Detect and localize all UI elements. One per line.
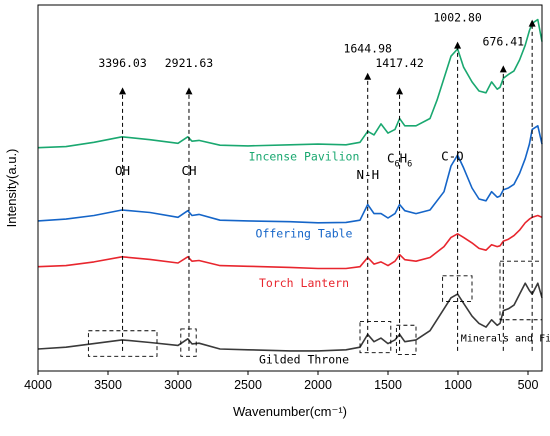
highlight-box (87, 330, 158, 357)
highlight-box (180, 328, 197, 357)
c6h6-part: C (387, 150, 395, 165)
peak-arrowhead (364, 72, 372, 80)
peak-label: 1002.80 (433, 10, 482, 24)
highlight-box (395, 324, 417, 355)
peak-label: 1417.42 (375, 56, 423, 70)
peak-label: 1644.98 (343, 42, 392, 56)
peak-arrowhead (185, 87, 193, 95)
c6h6-part: 6 (394, 159, 399, 169)
x-tick-label: 500 (518, 378, 539, 392)
x-tick-label: 1000 (444, 378, 472, 392)
plot-frame (37, 4, 543, 372)
x-tick-label: 3000 (164, 378, 192, 392)
peak-label: 470.32 (511, 0, 550, 3)
highlight-box (359, 321, 392, 354)
peak-arrowhead (454, 41, 462, 49)
series-name-label: Offering Table (256, 226, 353, 240)
series-line (37, 282, 543, 352)
peak-label: 3396.03 (98, 56, 147, 70)
group-label: CH (182, 163, 197, 178)
peak-arrowhead (396, 87, 404, 95)
x-tick-label: 2500 (234, 378, 262, 392)
x-tick-label: 4000 (24, 378, 52, 392)
c6h6-part: 6 (407, 159, 412, 169)
x-axis-title: Wavenumber(cm⁻¹) (233, 404, 347, 419)
x-tick-label: 2000 (304, 378, 332, 392)
c6h6-part: H (400, 150, 408, 165)
series-line (37, 125, 543, 224)
group-label: OH (115, 163, 130, 178)
peak-label: 676.41 (483, 34, 525, 48)
peak-label: 2921.63 (165, 56, 214, 70)
y-axis-title: Intensity(a.u.) (4, 149, 19, 228)
group-label: C-O (441, 149, 464, 164)
series-name-label: Incense Pavilion (249, 150, 360, 164)
minerals-fibers-note: Minerals and Fibers (461, 334, 550, 345)
peak-arrowhead (528, 19, 536, 27)
x-tick-label: 1500 (374, 378, 402, 392)
series-name-label: Gilded Throne (259, 353, 349, 367)
peak-arrowhead (499, 65, 507, 73)
peak-arrowhead (119, 87, 127, 95)
group-label: N-H (357, 167, 380, 182)
highlight-box (442, 275, 473, 302)
series-line (37, 214, 543, 270)
axes: 4000 3500 3000 2500 2000 1500 1000 500 (24, 371, 538, 392)
series-name-label: Torch Lantern (259, 276, 349, 290)
x-tick-label: 3500 (94, 378, 122, 392)
series-curves (37, 18, 543, 352)
series-line (37, 18, 543, 149)
c6h6-label: C6H6 (387, 150, 412, 169)
